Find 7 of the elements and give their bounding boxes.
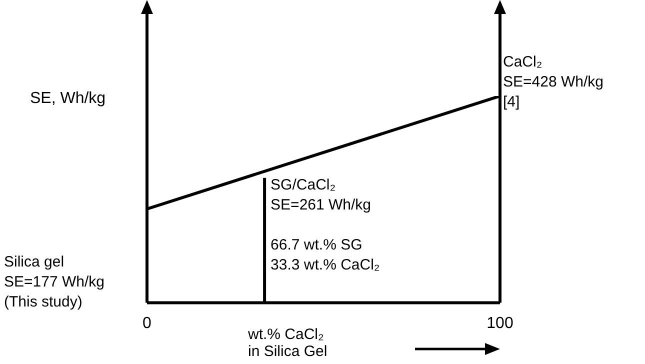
x-tick-label: 0 [142,314,152,332]
text: CaCl₂ SE=428 Wh/kg [4] [503,54,604,111]
x-axis-title: wt.% CaCl₂ in Silica Gel [248,326,328,360]
y-axis-title: SE, Wh/kg [30,90,106,108]
text: Silica gel SE=177 Wh/kg (This study) [4,254,104,311]
text: SG/CaCl₂ SE=261 Wh/kg 66.7 wt.% SG 33.3 wt.% CaCl₂ [270,176,380,274]
x-tick-label: 100 [486,314,514,332]
